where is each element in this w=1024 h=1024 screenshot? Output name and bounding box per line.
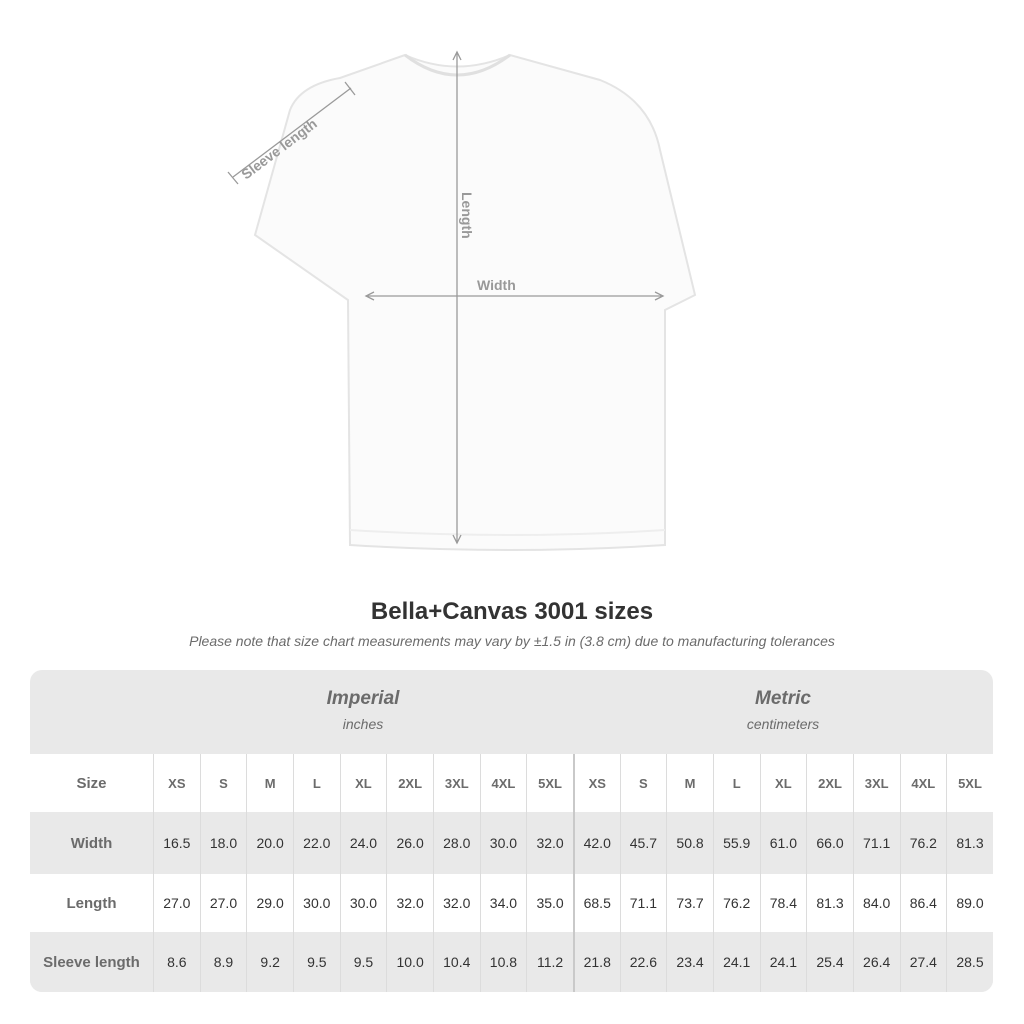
imperial-header: Imperial inches xyxy=(153,670,573,732)
table-cell: 18.0 xyxy=(199,812,247,874)
table-cell: 81.3 xyxy=(806,874,853,932)
tshirt-image xyxy=(253,53,697,551)
table-cell: 73.7 xyxy=(666,874,713,932)
size-header-cell: L xyxy=(292,754,340,812)
table-cell: 86.4 xyxy=(899,874,947,932)
table-cell: 30.0 xyxy=(339,874,387,932)
size-label: Size xyxy=(76,774,107,792)
table-cell: 81.3 xyxy=(946,812,993,874)
table-cell: 9.2 xyxy=(246,932,293,992)
size-header-cell: XL xyxy=(339,754,387,812)
table-cell: 34.0 xyxy=(479,874,527,932)
table-cell: 9.5 xyxy=(339,932,387,992)
size-header-cell: M xyxy=(246,754,293,812)
table-cell: 30.0 xyxy=(292,874,340,932)
tolerance-note: Please note that size chart measurements… xyxy=(189,633,835,649)
size-header-cell: 2XL xyxy=(386,754,433,812)
table-cell: 9.5 xyxy=(292,932,340,992)
tshirt-diagram: Sleeve length Length Width xyxy=(227,50,697,551)
size-header-cell: 5XL xyxy=(526,754,573,812)
table-cell: 76.2 xyxy=(712,874,760,932)
size-header-cell: XL xyxy=(759,754,807,812)
size-header-cell: 4XL xyxy=(479,754,527,812)
table-cell: 55.9 xyxy=(712,812,760,874)
imperial-title: Imperial xyxy=(326,688,400,709)
table-cell: 28.5 xyxy=(946,932,993,992)
table-cell: 16.5 xyxy=(153,812,200,874)
table-cell: 24.0 xyxy=(339,812,387,874)
table-cell: 22.6 xyxy=(619,932,667,992)
table-cell: 26.0 xyxy=(386,812,433,874)
table-cell: 27.0 xyxy=(153,874,200,932)
length-label: Length xyxy=(459,192,475,239)
table-cell: 89.0 xyxy=(946,874,993,932)
table-cell: 24.1 xyxy=(712,932,760,992)
size-header-cell: 3XL xyxy=(852,754,900,812)
table-cell: 61.0 xyxy=(759,812,807,874)
table-cell: 32.0 xyxy=(386,874,433,932)
size-header-cell: M xyxy=(666,754,713,812)
table-row-length: Length 27.0 27.0 29.0 30.0 30.0 32.0 32.0 34.0 3… xyxy=(30,874,993,932)
table-cell: 10.8 xyxy=(479,932,527,992)
table-cell: 22.0 xyxy=(292,812,340,874)
table-cell: 24.1 xyxy=(759,932,807,992)
size-table: Imperial inches Metric centimeters Size … xyxy=(30,670,993,992)
size-row: Size XS S M L XL 2XL 3XL 4XL 5XL XS S M L XL 2XL 3XL 4XL… xyxy=(30,754,993,812)
table-cell: 29.0 xyxy=(246,874,293,932)
row-label: Width xyxy=(70,834,113,852)
table-cell: 71.1 xyxy=(619,874,667,932)
size-header-cell: XS xyxy=(572,754,620,812)
table-cell: 50.8 xyxy=(666,812,713,874)
table-cell: 26.4 xyxy=(852,932,900,992)
row-label: Sleeve length xyxy=(43,953,140,971)
table-cell: 25.4 xyxy=(806,932,853,992)
size-header-cell: 3XL xyxy=(432,754,480,812)
table-cell: 68.5 xyxy=(572,874,620,932)
imperial-unit: inches xyxy=(342,716,384,732)
table-cell: 66.0 xyxy=(806,812,853,874)
table-cell: 20.0 xyxy=(246,812,293,874)
table-cell: 32.0 xyxy=(526,812,573,874)
table-cell: 21.8 xyxy=(572,932,620,992)
table-cell: 27.4 xyxy=(899,932,947,992)
table-cell: 8.9 xyxy=(199,932,247,992)
table-row-sleeve-length: Sleeve length 8.6 8.9 9.2 9.5 9.5 10.0 10.4 10.… xyxy=(30,932,993,992)
size-header-cell: 2XL xyxy=(806,754,853,812)
table-row-width: Width 16.5 18.0 20.0 22.0 24.0 26.0 28.0 30.0 32… xyxy=(30,812,993,874)
table-cell: 11.2 xyxy=(526,932,573,992)
table-cell: 30.0 xyxy=(479,812,527,874)
table-cell: 71.1 xyxy=(852,812,900,874)
size-header-cell: 5XL xyxy=(946,754,993,812)
table-cell: 78.4 xyxy=(759,874,807,932)
size-header-cell: S xyxy=(199,754,247,812)
metric-title: Metric xyxy=(755,688,811,709)
size-header-cell: XS xyxy=(153,754,200,812)
table-cell: 8.6 xyxy=(153,932,200,992)
size-header-cell: S xyxy=(619,754,667,812)
size-header-cell: L xyxy=(712,754,760,812)
table-cell: 10.4 xyxy=(432,932,480,992)
table-cell: 23.4 xyxy=(666,932,713,992)
table-cell: 27.0 xyxy=(199,874,247,932)
size-header-cell: 4XL xyxy=(899,754,947,812)
metric-header: Metric centimeters xyxy=(573,670,993,732)
table-cell: 84.0 xyxy=(852,874,900,932)
metric-unit: centimeters xyxy=(746,716,820,732)
table-cell: 42.0 xyxy=(572,812,620,874)
row-label: Length xyxy=(66,894,117,912)
table-cell: 28.0 xyxy=(432,812,480,874)
table-cell: 32.0 xyxy=(432,874,480,932)
measure-lines xyxy=(227,50,665,545)
width-label: Width xyxy=(477,277,516,293)
table-cell: 76.2 xyxy=(899,812,947,874)
table-cell: 45.7 xyxy=(619,812,667,874)
table-cell: 35.0 xyxy=(526,874,573,932)
chart-title: Bella+Canvas 3001 sizes xyxy=(370,598,654,625)
table-cell: 10.0 xyxy=(386,932,433,992)
